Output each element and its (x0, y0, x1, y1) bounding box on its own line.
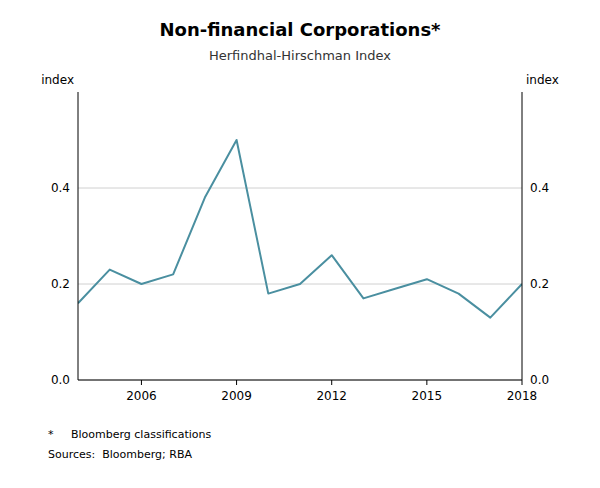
chart-svg: Non-financial Corporations* Herfindhal-Hi… (0, 0, 600, 488)
y2-tick-label: 0.0 (530, 373, 549, 387)
grid-line (78, 188, 522, 189)
x-tick (426, 380, 427, 385)
x-tick (331, 380, 332, 385)
footnote: Sources: Bloomberg; RBA (48, 448, 192, 461)
x-tick (522, 380, 523, 385)
y-tick-label: 0.4 (51, 181, 70, 195)
grid-line (78, 380, 522, 381)
x-tick-label: 2015 (412, 389, 443, 403)
x-tick-label: 2009 (221, 389, 252, 403)
y-tick-label: 0.0 (51, 373, 70, 387)
footnote: * Bloomberg classifications (48, 428, 211, 441)
chart-container: Non-financial Corporations* Herfindhal-Hi… (0, 0, 600, 488)
y2-tick-label: 0.2 (530, 277, 549, 291)
x-tick (236, 380, 237, 385)
data-line (78, 140, 522, 318)
x-tick-label: 2012 (316, 389, 347, 403)
y2-tick-label: 0.4 (530, 181, 549, 195)
axes: 2006 2009 2012 2015 2018 0.0 0.2 0.4 0.0 0.2 0.4 (51, 92, 549, 403)
y2-axis-line (522, 92, 523, 380)
x-axis-line (78, 380, 522, 381)
plot-area (78, 140, 522, 318)
y-axis-label: index (41, 73, 74, 87)
subtitle: Herfindhal-Hirschman Index (209, 48, 391, 63)
x-tick-label: 2006 (126, 389, 157, 403)
title: Non-financial Corporations* (159, 19, 441, 40)
y-axis-line (78, 92, 79, 380)
x-tick (141, 380, 142, 385)
x-tick-label: 2018 (507, 389, 538, 403)
y-tick-label: 0.2 (51, 277, 70, 291)
y2-axis-label: index (526, 73, 559, 87)
